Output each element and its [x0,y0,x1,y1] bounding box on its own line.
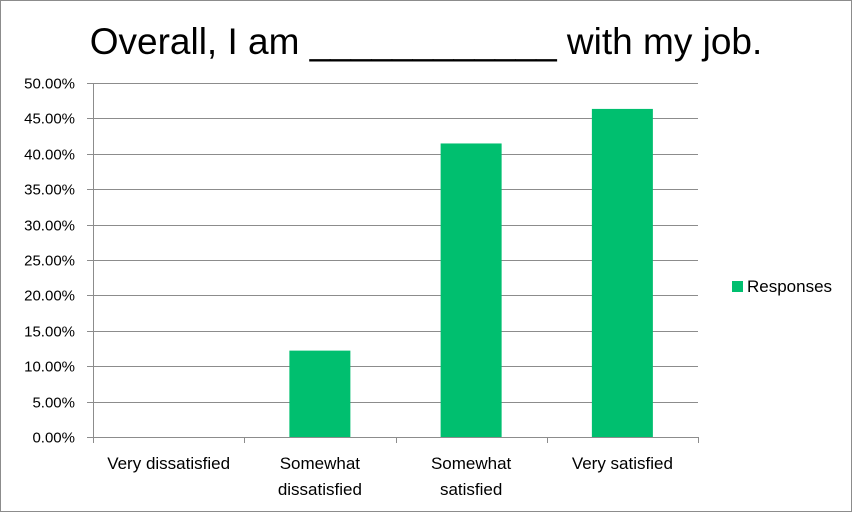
y-axis-ticks: 0.00% 5.00% 10.00% 15.00% 20.00% 25.00% 30.00%… [24,76,75,447]
legend: Responses [732,277,832,296]
x-tick-label: Very dissatisfied [107,454,230,473]
bar [591,108,653,437]
x-tick-label: Very satisfied [572,454,673,473]
y-tick-label: 5.00% [32,395,75,412]
y-tick-label: 45.00% [24,111,75,128]
y-tick-label: 25.00% [24,253,75,270]
y-tick-label: 15.00% [24,324,75,341]
x-tick-label-line: Very satisfied [572,454,673,473]
x-tick-label-line: dissatisfied [278,480,362,499]
x-tick-label-line: satisfied [440,480,502,499]
legend-swatch [732,281,743,292]
y-tick-label: 20.00% [24,288,75,305]
x-axis-ticks: Very dissatisfied Somewhat dissatisfiedSom… [107,454,673,499]
chart-title: Overall, I am ____________ with my job. [90,21,763,62]
y-tick-label: 35.00% [24,182,75,199]
y-tick-label: 30.00% [24,218,75,235]
y-tick-label: 10.00% [24,359,75,376]
x-tick-label: Somewhat satisfied [431,454,512,499]
y-tick-label: 0.00% [32,430,75,447]
x-tick-label: Somewhat dissatisfied [278,454,362,499]
bars [289,108,653,437]
x-tick-label-line: Somewhat [431,454,512,473]
bar [289,350,351,437]
bar [440,143,502,437]
y-tick-label: 50.00% [24,76,75,93]
legend-label: Responses [747,277,832,296]
x-tick-label-line: Very dissatisfied [107,454,230,473]
x-axis [93,83,699,443]
x-tick-label-line: Somewhat [280,454,361,473]
y-tick-label: 40.00% [24,147,75,164]
